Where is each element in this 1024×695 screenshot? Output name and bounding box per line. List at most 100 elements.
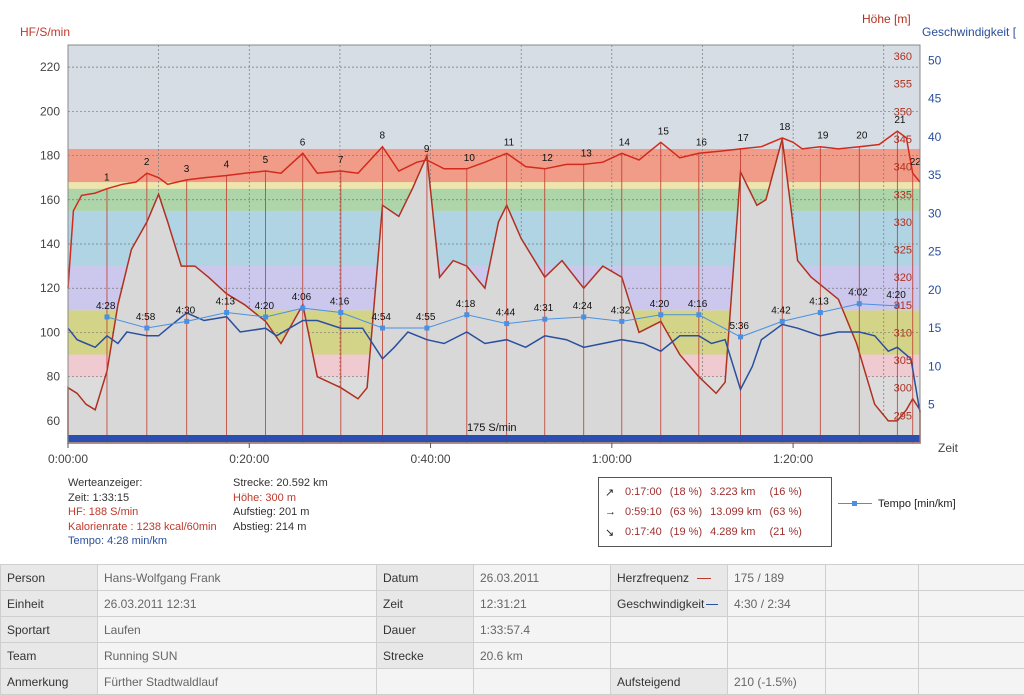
slope-time: 0:17:40 — [621, 522, 666, 542]
left-tick-label: 200 — [40, 104, 60, 118]
hoehe-tick-label: 315 — [894, 300, 912, 312]
slope-row-down: ↘ 0:17:40 (19 %) 4.289 km (21 %) — [603, 522, 806, 542]
slope-time-pct: (19 %) — [666, 522, 706, 542]
lap-label: 12 — [542, 153, 554, 164]
tempo-marker — [780, 319, 785, 324]
hoehe-tick-label: 295 — [894, 410, 912, 422]
tempo-label: 4:06 — [292, 292, 312, 303]
slope-km-pct: (21 %) — [765, 522, 805, 542]
info-aufstieg: Aufstieg: 201 m — [233, 505, 328, 520]
hoehe-tick-label: 310 — [894, 327, 912, 339]
tempo-marker — [504, 321, 509, 326]
tempo-label: 4:20 — [650, 299, 670, 310]
left-tick-label: 80 — [47, 370, 61, 384]
lap-label: 11 — [504, 137, 515, 148]
table-value-cell: 4:30 / 2:34 — [728, 591, 826, 617]
slope-summary-box: ↗ 0:17:00 (18 %) 3.223 km (16 %) → 0:59:… — [598, 477, 832, 547]
table-label-cell: Herzfrequenz — [611, 565, 728, 591]
table-empty-cell — [826, 591, 919, 617]
speed-axis-title: Geschwindigkeit [ — [922, 25, 1017, 39]
tempo-label: 4:31 — [534, 303, 554, 314]
lap-label: 17 — [738, 133, 750, 144]
speed-tick-label: 35 — [928, 168, 942, 182]
tempo-label: 4:28 — [96, 301, 116, 312]
hoehe-tick-label: 320 — [894, 272, 912, 284]
table-empty-cell — [826, 617, 919, 643]
value-display-2: Strecke: 20.592 km Höhe: 300 m Aufstieg:… — [233, 476, 328, 534]
speed-tick-label: 25 — [928, 245, 942, 259]
legend-tempo-swatch — [838, 499, 872, 509]
threshold-label: 175 S/min — [467, 422, 517, 434]
tempo-label: 4:16 — [330, 297, 350, 308]
speed-tick-label: 15 — [928, 321, 942, 335]
hoehe-tick-label: 305 — [894, 355, 912, 367]
slope-km: 4.289 km — [706, 522, 765, 542]
hoehe-axis-title: Höhe [m] — [862, 12, 911, 26]
lap-label: 3 — [184, 164, 190, 175]
slope-time: 0:59:10 — [621, 502, 666, 522]
slope-km-pct: (16 %) — [765, 482, 805, 502]
tempo-marker — [184, 319, 189, 324]
table-label-cell: Geschwindigkeit — [611, 591, 728, 617]
slope-row-flat: → 0:59:10 (63 %) 13.099 km (63 %) — [603, 502, 806, 522]
left-axis-title: HF/S/min — [20, 25, 70, 39]
info-tempo: Tempo: 4:28 min/km — [68, 534, 217, 549]
info-strecke: Strecke: 20.592 km — [233, 476, 328, 491]
lap-label: 10 — [464, 153, 476, 164]
table-label-cell — [611, 643, 728, 669]
table-label-cell: Person — [1, 565, 98, 591]
hr-zone-band — [68, 149, 920, 182]
tempo-label: 4:16 — [688, 299, 708, 310]
table-label-cell: Dauer — [377, 617, 474, 643]
hoehe-tick-label: 325 — [894, 245, 912, 257]
tempo-label: 4:55 — [416, 312, 436, 323]
tempo-marker — [263, 314, 268, 319]
tempo-marker — [696, 312, 701, 317]
tempo-marker — [424, 326, 429, 331]
left-tick-label: 60 — [47, 414, 61, 428]
left-tick-label: 140 — [40, 237, 60, 251]
arrow-right-icon: → — [603, 502, 621, 522]
left-tick-label: 120 — [40, 281, 60, 295]
left-tick-label: 180 — [40, 149, 60, 163]
tempo-label: 4:42 — [771, 305, 791, 316]
hoehe-tick-label: 340 — [894, 162, 912, 174]
tempo-label: 4:20 — [255, 301, 275, 312]
tempo-label: 4:18 — [456, 299, 476, 310]
speed-tick-label: 5 — [928, 398, 935, 412]
threshold-bar — [68, 435, 920, 442]
table-value-cell: 12:31:21 — [474, 591, 611, 617]
tempo-marker — [338, 310, 343, 315]
x-axis-title: Zeit — [938, 441, 959, 455]
hoehe-tick-label: 355 — [894, 79, 912, 91]
lap-label: 2 — [144, 157, 150, 168]
tempo-marker — [300, 306, 305, 311]
lap-label: 19 — [817, 131, 829, 142]
speed-tick-label: 10 — [928, 359, 942, 373]
table-value-cell: 20.6 km — [474, 643, 611, 669]
tempo-label: 4:32 — [611, 305, 631, 316]
table-empty-cell — [919, 565, 1024, 591]
slope-row-up: ↗ 0:17:00 (18 %) 3.223 km (16 %) — [603, 482, 806, 502]
table-label-cell: Strecke — [377, 643, 474, 669]
speed-tick-label: 50 — [928, 53, 942, 67]
table-value-cell: Laufen — [98, 617, 377, 643]
lap-label: 5 — [263, 155, 269, 166]
lap-label: 8 — [380, 131, 386, 142]
x-tick-label: 0:20:00 — [229, 452, 269, 466]
tempo-label: 4:24 — [573, 301, 593, 312]
lap-label: 13 — [581, 148, 593, 159]
tempo-label: 4:54 — [372, 312, 392, 323]
arrow-up-icon: ↗ — [603, 482, 621, 502]
left-tick-label: 220 — [40, 60, 60, 74]
lap-label: 18 — [779, 122, 791, 133]
tempo-marker — [619, 319, 624, 324]
legend-tempo-label: Tempo [min/km] — [878, 498, 956, 510]
